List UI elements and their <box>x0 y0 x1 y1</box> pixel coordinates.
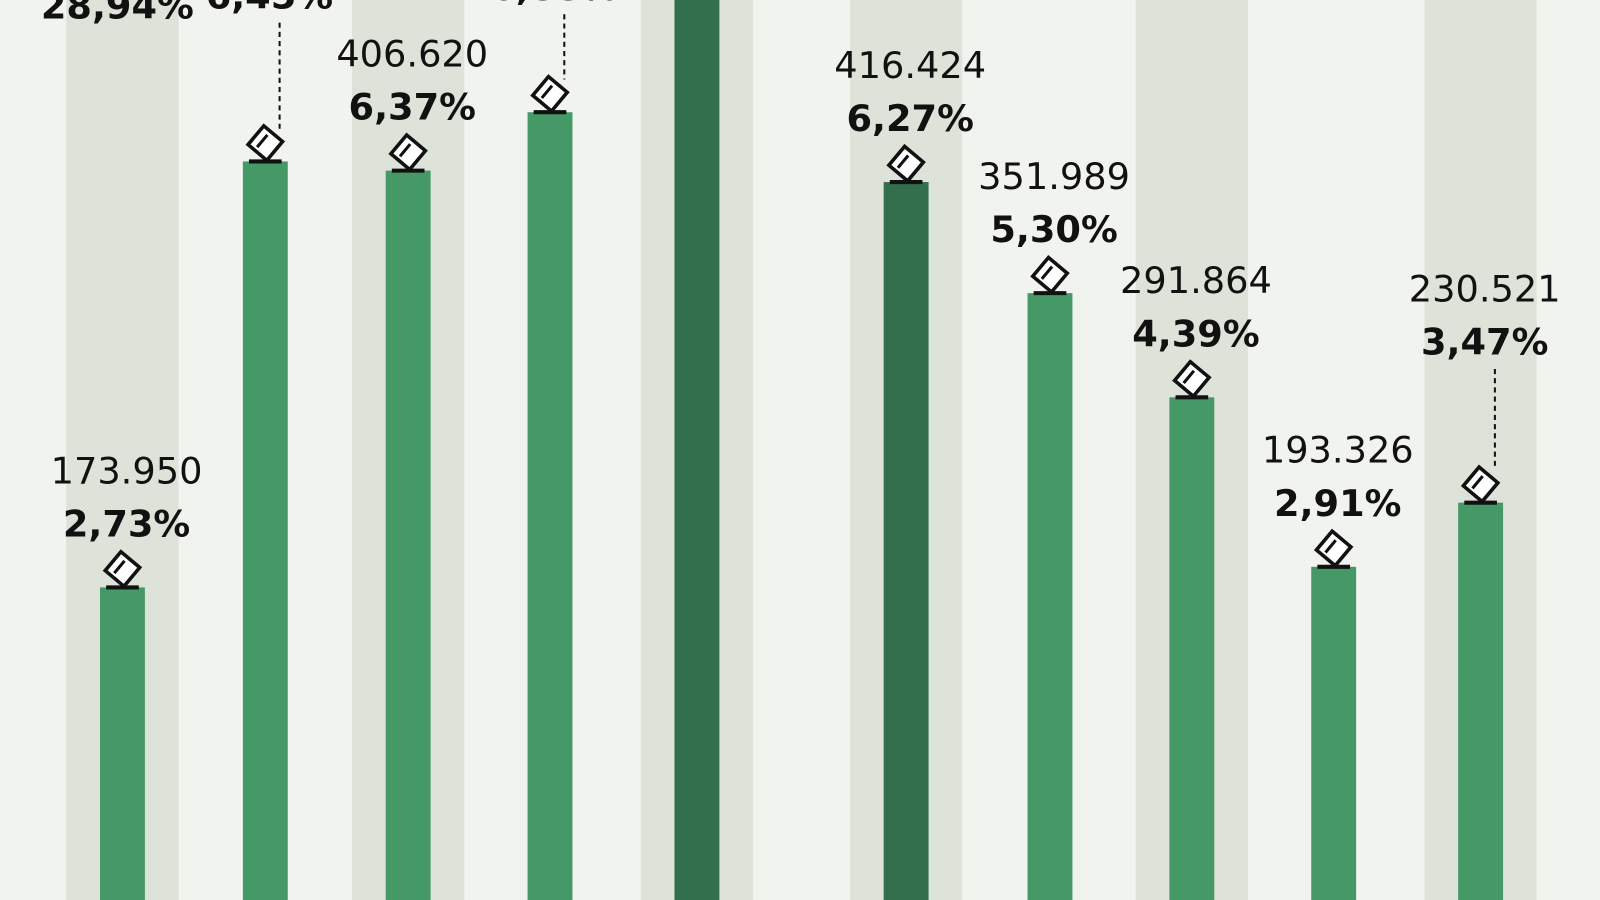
vote-count: 406.620 <box>336 33 488 76</box>
value-label: 6,27% <box>847 97 974 140</box>
bar <box>1458 502 1504 900</box>
value-label: 28,94% <box>41 0 194 27</box>
ballot-fold <box>1471 475 1484 490</box>
ballot-fold <box>896 154 910 169</box>
ballot-icon <box>1460 464 1501 505</box>
ballot-icon <box>1172 359 1212 400</box>
vote-count: 416.424 <box>834 44 986 87</box>
ballot-fold <box>1040 265 1054 280</box>
bar <box>385 170 431 900</box>
value-label: 2,91% <box>1274 482 1401 525</box>
value-label: 6,45% <box>206 0 333 17</box>
bar <box>527 112 573 900</box>
ballot-icon <box>530 74 570 115</box>
vote-count: 351.989 <box>978 155 1130 198</box>
ballot-fold <box>398 143 412 158</box>
value-label: 3,47% <box>1421 321 1548 364</box>
vote-count: 193.326 <box>1262 429 1414 472</box>
ballot-icon <box>1313 528 1354 569</box>
bar <box>1169 397 1215 900</box>
ballot-envelope <box>886 143 926 184</box>
bar <box>674 0 720 900</box>
ballot-icon <box>886 143 926 185</box>
vote-count: 230.521 <box>1409 268 1561 311</box>
ballot-envelope <box>245 123 286 163</box>
value-label: 6,37% <box>349 86 476 129</box>
ballot-icon <box>102 549 143 590</box>
ballot-fold <box>1324 539 1337 554</box>
bar <box>1311 566 1357 900</box>
ballot-envelope <box>1030 254 1070 295</box>
value-label: 6,88% <box>490 0 617 9</box>
ballot-fold <box>540 84 554 99</box>
ballot-envelope <box>1313 528 1354 569</box>
bar <box>1027 293 1073 900</box>
ballot-fold <box>113 559 126 575</box>
value-label: 4,39% <box>1132 312 1259 355</box>
ballot-envelope <box>530 74 570 114</box>
ballot-icon <box>1030 254 1070 296</box>
ballot-envelope <box>1460 464 1501 505</box>
ballot-icon <box>388 132 428 173</box>
ballot-fold <box>1182 369 1196 385</box>
bar <box>100 587 145 900</box>
value-label: 5,30% <box>990 208 1117 251</box>
ballot-envelope <box>102 549 143 589</box>
vote-count: 291.864 <box>1120 259 1272 302</box>
ballot-icon <box>245 123 286 164</box>
ballot-envelope <box>388 132 428 173</box>
ballot-envelope <box>1172 359 1212 399</box>
bar <box>242 161 288 900</box>
vote-count: 173.950 <box>51 449 203 492</box>
ballot-fold <box>255 133 269 149</box>
value-label: 2,73% <box>63 502 190 545</box>
bar <box>883 182 929 900</box>
